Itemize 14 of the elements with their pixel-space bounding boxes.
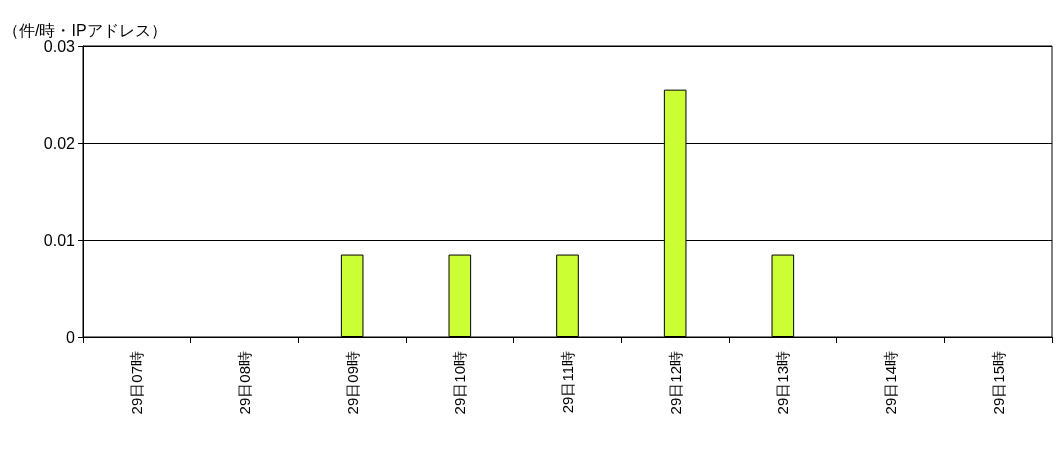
x-tick-label: 29日08時 [236, 351, 253, 415]
x-tick-label: 29日15時 [989, 351, 1007, 415]
y-tick-label: 0.02 [43, 134, 76, 152]
x-tick-label: 29日07時 [128, 351, 146, 415]
y-tick-label: 0.01 [43, 231, 76, 249]
x-tick-label: 29日14時 [882, 351, 899, 415]
y-tick-label: 0 [66, 328, 76, 346]
x-tick-label: 29日10時 [451, 351, 469, 415]
x-tick-label: 29日12時 [666, 351, 684, 415]
x-tick-label: 29日09時 [343, 351, 361, 415]
x-tick-label: 29日13時 [774, 351, 792, 415]
x-tick-label: 29日11時 [559, 351, 576, 414]
y-tick-label: 0.03 [43, 37, 76, 55]
y-axis-title: （件/時・IPアドレス） [3, 21, 167, 39]
